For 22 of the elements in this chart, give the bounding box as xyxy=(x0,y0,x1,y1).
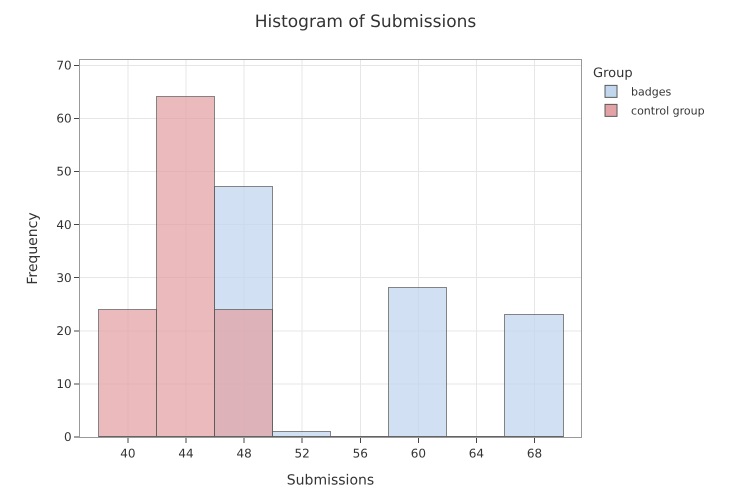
legend-title: Group xyxy=(593,66,633,81)
legend-label: badges xyxy=(631,86,672,99)
x-tick-label: 48 xyxy=(236,446,252,460)
y-tick-label: 0 xyxy=(64,430,72,444)
y-tick-label: 60 xyxy=(56,112,72,126)
x-tick-label: 64 xyxy=(468,446,484,460)
x-axis-title: Submissions xyxy=(286,472,374,489)
legend-label: control group xyxy=(631,104,705,118)
y-tick-label: 10 xyxy=(56,377,72,392)
y-tick-label: 20 xyxy=(56,324,72,338)
y-tick-label: 40 xyxy=(56,218,72,232)
x-tick-label: 40 xyxy=(120,446,136,460)
y-tick-label: 30 xyxy=(56,270,72,285)
x-tick-label: 60 xyxy=(410,446,426,460)
x-tick-label: 56 xyxy=(352,446,368,460)
y-tick-label: 70 xyxy=(56,58,72,73)
x-tick-label: 52 xyxy=(294,446,310,460)
x-tick-label: 68 xyxy=(526,446,542,460)
chart-title: Histogram of Submissions xyxy=(254,12,476,32)
y-axis-title: Frequency xyxy=(24,212,41,285)
y-tick-label: 50 xyxy=(56,164,72,179)
x-tick-label: 44 xyxy=(178,446,194,460)
